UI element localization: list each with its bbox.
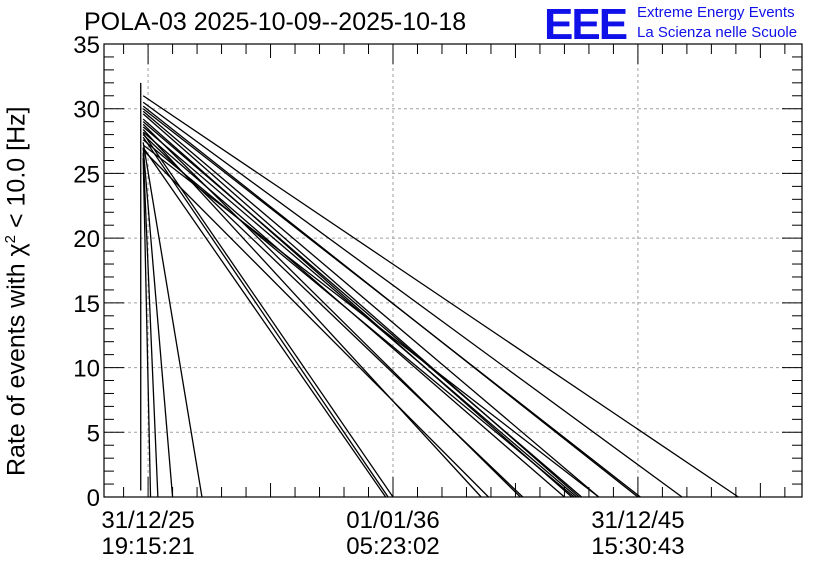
data-line [142, 128, 482, 498]
y-tick-label: 25 [73, 161, 100, 188]
x-tick-label-date: 01/01/36 [346, 507, 440, 534]
x-tick-label-date: 31/12/25 [101, 507, 195, 534]
y-tick-label: 0 [87, 485, 100, 512]
y-axis-label-sup: 2 [2, 234, 19, 244]
data-line [142, 95, 739, 498]
data-line [142, 149, 489, 498]
x-tick-label-time: 15:30:43 [591, 533, 685, 560]
data-line [142, 121, 583, 498]
y-tick-label: 35 [73, 32, 100, 59]
logo-line2: La Scienza nelle Scuole [637, 24, 798, 41]
plot-frame [103, 43, 803, 498]
y-axis-label-suffix: < 10.0 [Hz] [2, 106, 31, 235]
data-line [142, 152, 159, 498]
x-tick-label-date: 31/12/45 [591, 507, 685, 534]
y-tick-label: 15 [73, 291, 100, 318]
data-line [142, 136, 389, 498]
x-tick-label-time: 05:23:02 [346, 533, 440, 560]
x-tick-label: 31/12/25 19:15:21 [68, 508, 228, 560]
data-line [142, 157, 152, 498]
y-axis-label: Rate of events with χ2 < 10.0 [Hz] [2, 106, 31, 476]
y-tick-label: 5 [87, 420, 100, 447]
y-tick-label: 20 [73, 226, 100, 253]
y-tick-label: 30 [73, 97, 100, 124]
y-tick-label: 10 [73, 356, 100, 383]
data-line [142, 142, 203, 498]
data-line [142, 105, 639, 498]
y-axis-label-prefix: Rate of events with [2, 256, 31, 476]
logo-line1: Extreme Energy Events [637, 4, 795, 21]
data-line [142, 144, 600, 498]
data-line [142, 134, 524, 498]
x-tick-label: 31/12/45 15:30:43 [558, 508, 718, 560]
data-line [142, 132, 394, 498]
data-line [142, 139, 575, 498]
data-line [142, 147, 387, 498]
chart-title: POLA-03 2025-10-09--2025-10-18 [84, 8, 467, 36]
data-line [142, 110, 600, 498]
x-tick-label: 01/01/36 05:23:02 [313, 508, 473, 560]
data-line [142, 101, 683, 498]
data-line [142, 118, 573, 498]
eee-logo: EEE Extreme Energy Events La Scienza nel… [544, 0, 834, 49]
data-line [142, 147, 174, 498]
x-tick-label-time: 19:15:21 [101, 533, 195, 560]
logo-mark: EEE [544, 0, 628, 49]
y-axis-label-chi: χ [2, 243, 31, 257]
